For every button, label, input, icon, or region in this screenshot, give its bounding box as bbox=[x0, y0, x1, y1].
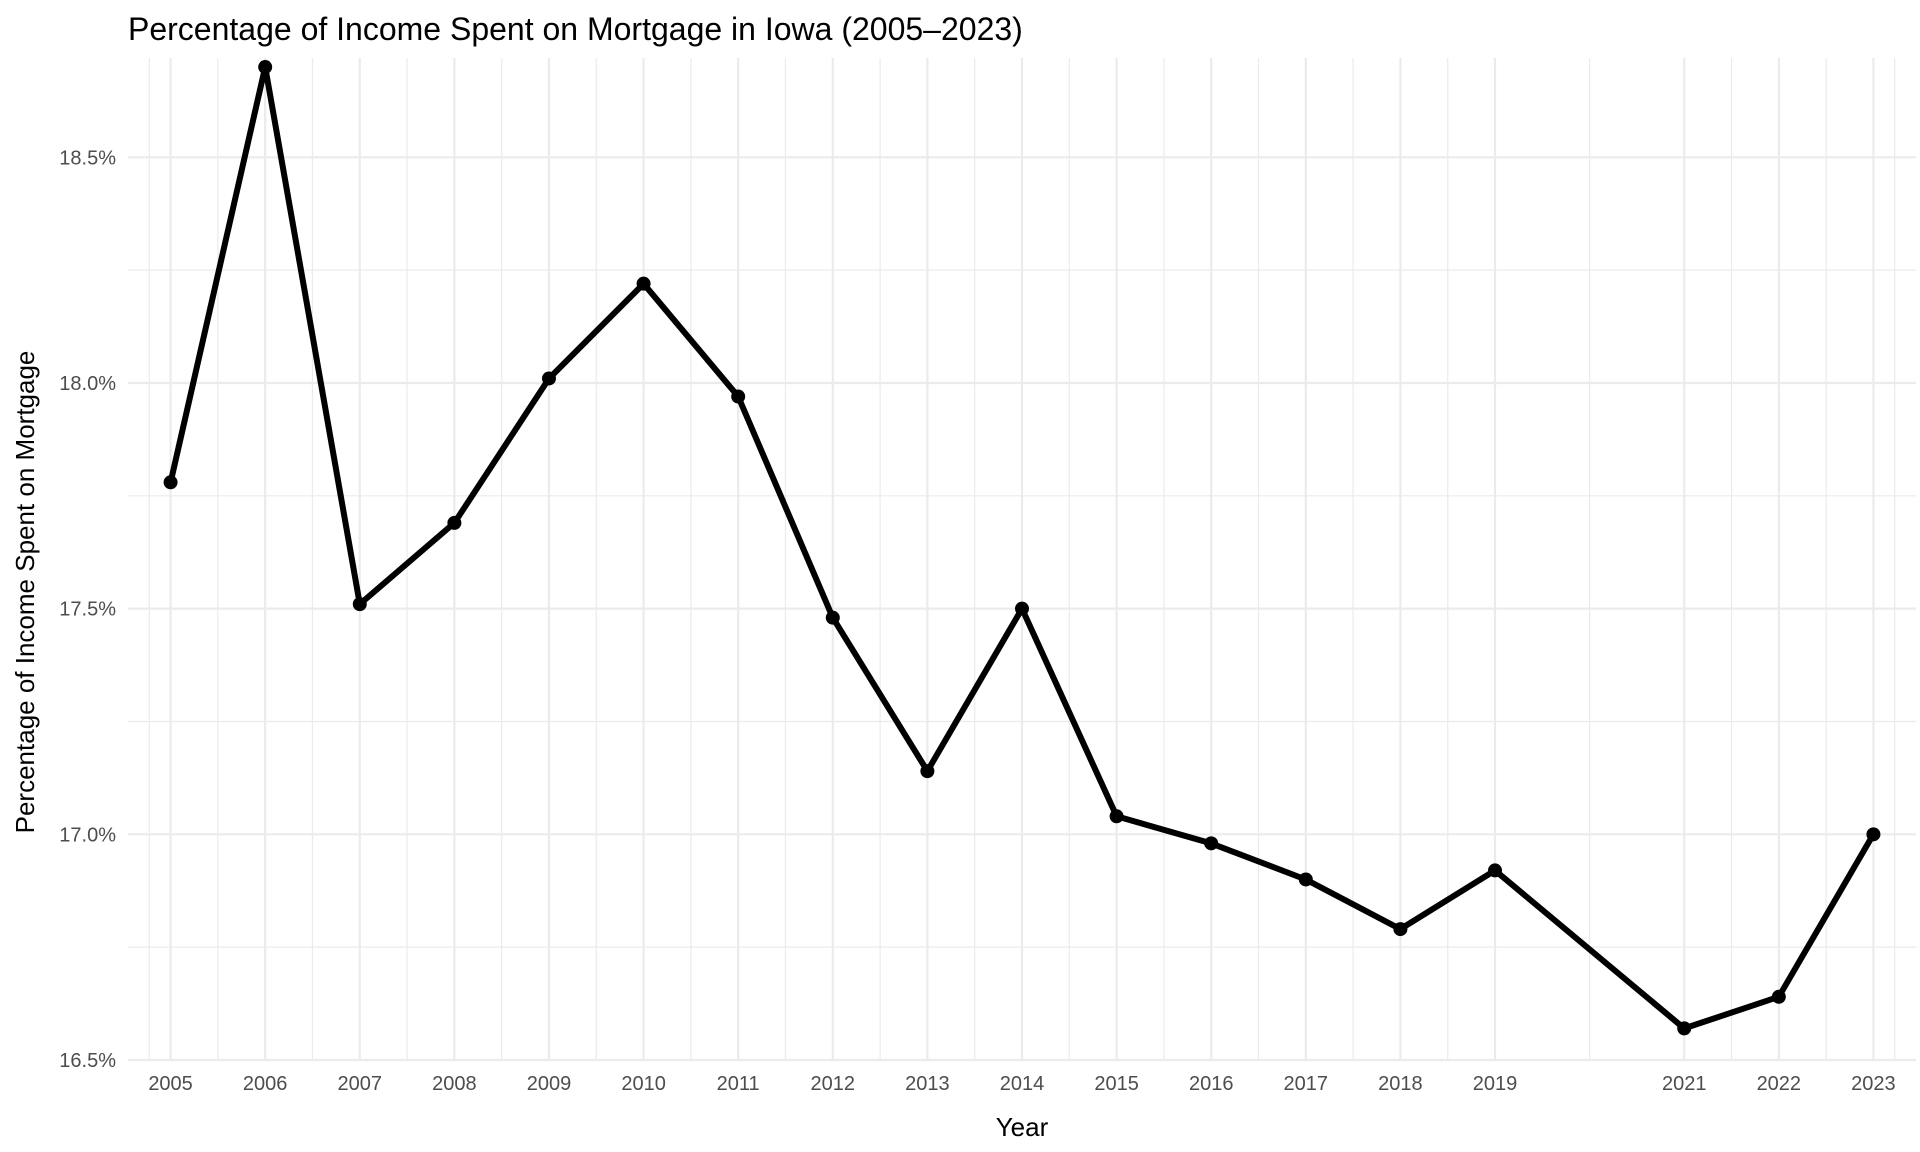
data-point bbox=[1866, 827, 1881, 842]
y-tick-label: 18.0% bbox=[59, 373, 116, 395]
x-tick-label: 2019 bbox=[1473, 1073, 1518, 1095]
data-point bbox=[258, 60, 273, 75]
y-tick-label: 17.0% bbox=[59, 824, 116, 846]
grid-lines bbox=[128, 58, 1916, 1062]
data-point bbox=[1109, 809, 1124, 824]
x-tick-label: 2010 bbox=[621, 1073, 666, 1095]
data-point bbox=[1204, 836, 1219, 851]
x-axis-ticks: 2005 2006 2007 2008 2009 2010 2011 2012 2013 2014… bbox=[148, 1073, 1895, 1095]
data-point bbox=[163, 475, 178, 490]
x-tick-label: 2018 bbox=[1378, 1073, 1423, 1095]
x-tick-label: 2023 bbox=[1851, 1073, 1896, 1095]
data-point bbox=[447, 515, 462, 530]
data-points bbox=[163, 60, 1881, 1036]
x-tick-label: 2017 bbox=[1284, 1073, 1329, 1095]
x-tick-label: 2013 bbox=[905, 1073, 950, 1095]
x-tick-label: 2007 bbox=[338, 1073, 383, 1095]
data-point bbox=[1488, 863, 1503, 878]
data-point bbox=[920, 764, 935, 779]
data-point bbox=[1015, 601, 1029, 616]
data-point bbox=[1393, 922, 1408, 937]
series-line bbox=[167, 64, 1877, 1032]
x-tick-label: 2008 bbox=[432, 1073, 477, 1095]
data-point bbox=[636, 276, 651, 291]
data-point bbox=[825, 610, 840, 625]
y-axis-ticks: 16.5% 17.0% 17.5% 18.0% 18.5% bbox=[59, 147, 116, 1072]
y-tick-label: 16.5% bbox=[59, 1050, 116, 1072]
data-point bbox=[541, 371, 556, 386]
x-tick-label: 2006 bbox=[243, 1073, 288, 1095]
data-point bbox=[1298, 872, 1313, 887]
data-point bbox=[1677, 1021, 1692, 1036]
chart-title: Percentage of Income Spent on Mortgage i… bbox=[128, 11, 1023, 47]
x-tick-label: 2015 bbox=[1094, 1073, 1139, 1095]
data-point bbox=[352, 597, 367, 612]
data-point bbox=[1771, 989, 1786, 1004]
x-axis-title: Year bbox=[996, 1112, 1049, 1142]
x-tick-label: 2005 bbox=[148, 1073, 193, 1095]
x-tick-label: 2022 bbox=[1757, 1073, 1802, 1095]
x-tick-label: 2016 bbox=[1189, 1073, 1234, 1095]
x-tick-label: 2014 bbox=[1000, 1073, 1045, 1095]
y-tick-label: 18.5% bbox=[59, 147, 116, 169]
x-tick-label: 2021 bbox=[1662, 1073, 1707, 1095]
y-tick-label: 17.5% bbox=[59, 599, 116, 621]
x-tick-label: 2012 bbox=[811, 1073, 856, 1095]
x-tick-label: 2009 bbox=[527, 1073, 572, 1095]
y-axis-title: Percentage of Income Spent on Mortgage bbox=[10, 351, 40, 834]
data-point bbox=[731, 389, 746, 404]
x-tick-label: 2011 bbox=[717, 1073, 760, 1095]
